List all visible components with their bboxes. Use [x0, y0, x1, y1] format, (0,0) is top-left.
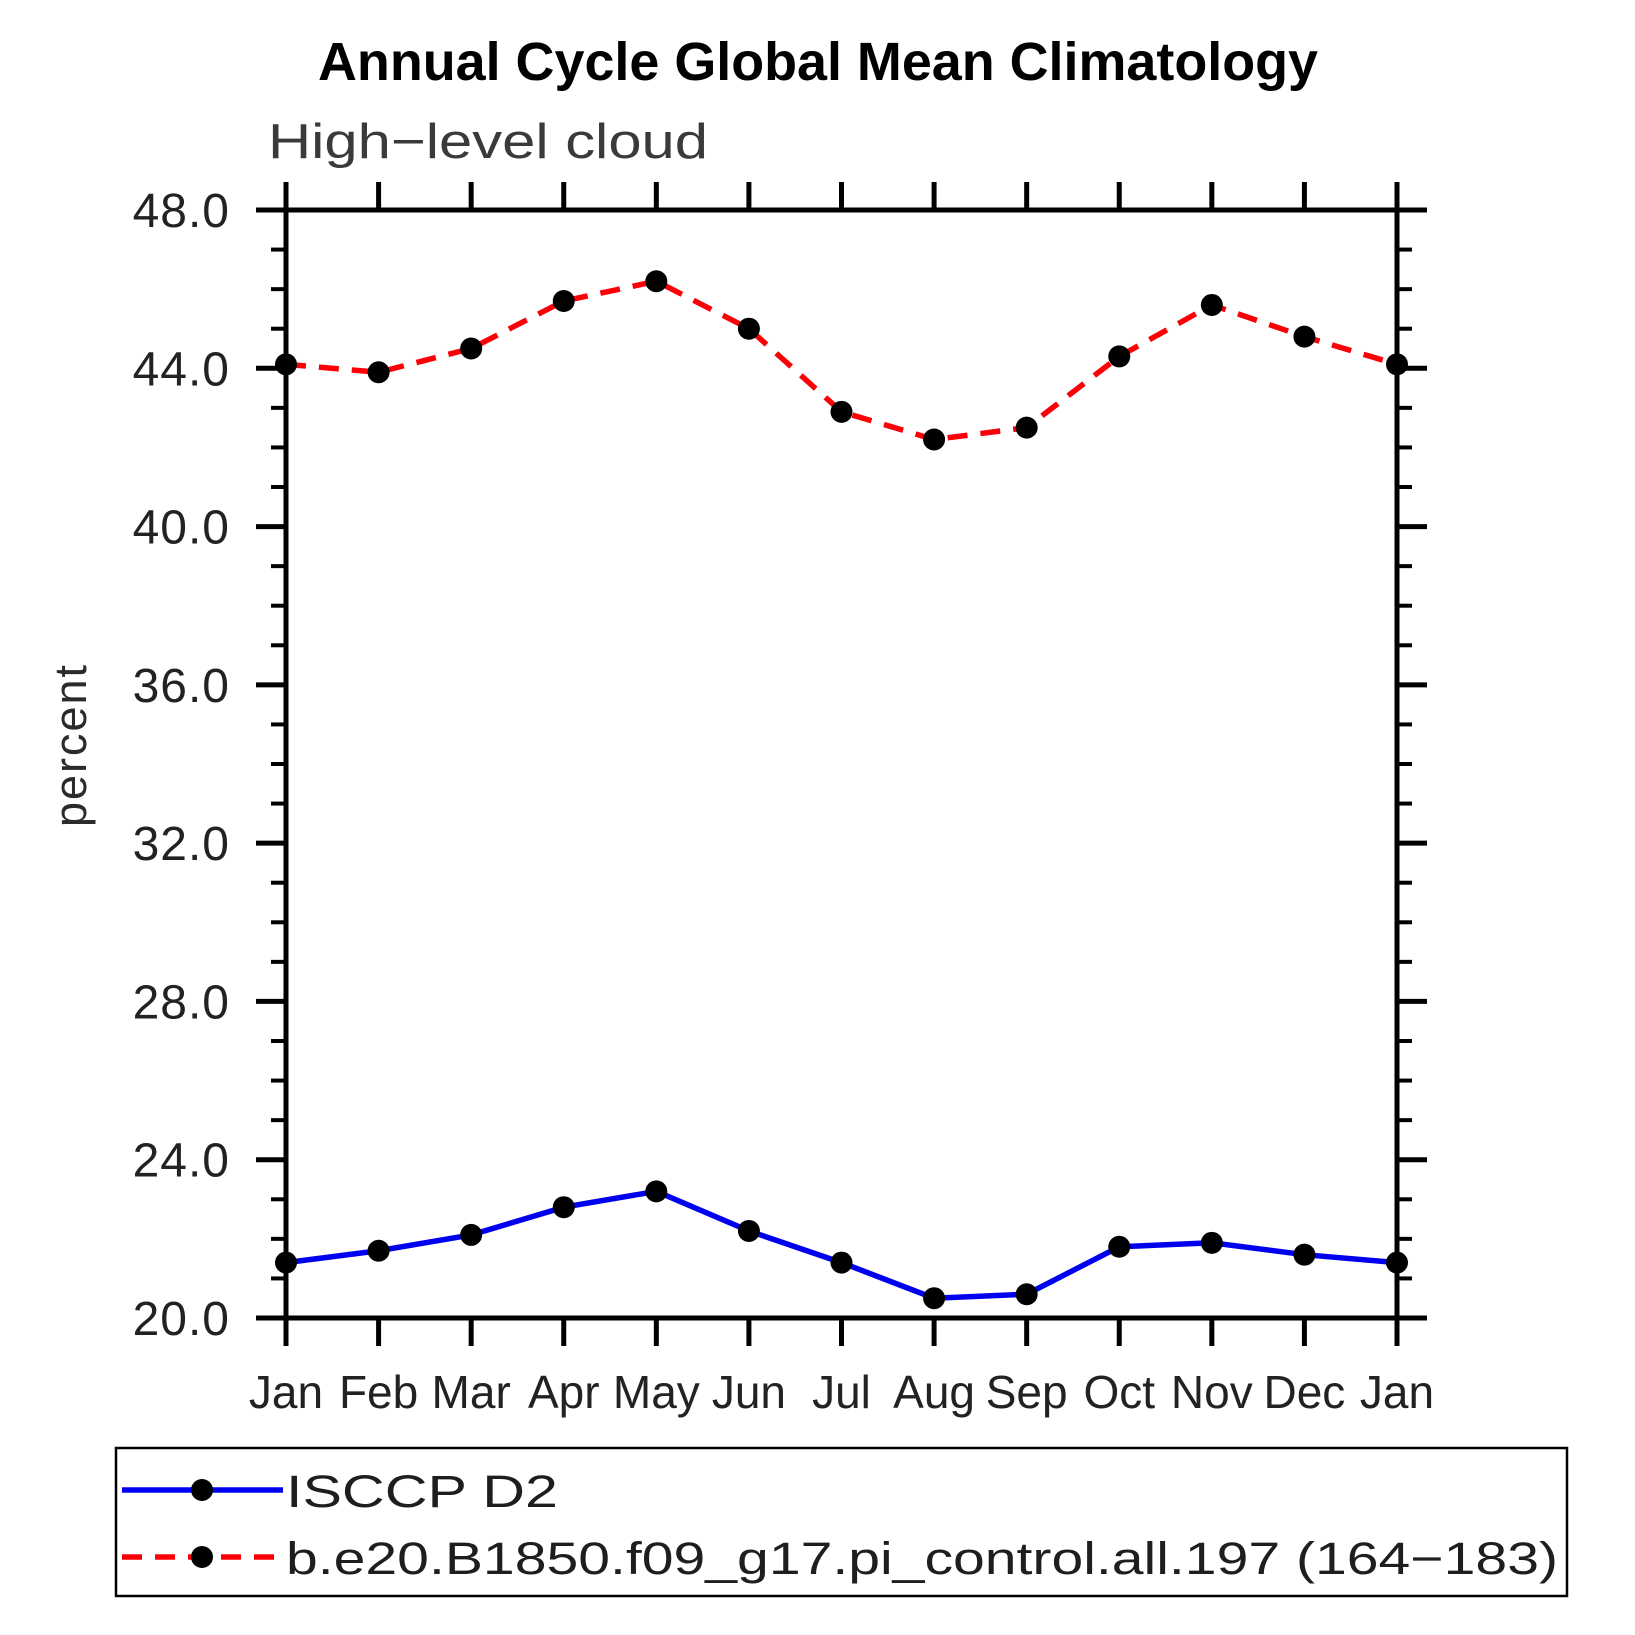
y-tick-label: 28.0 [133, 976, 230, 1029]
legend: ISCCP D2 b.e20.B1850.f09_g17.pi_control.… [114, 1446, 1569, 1598]
x-tick-label: Jan [249, 1366, 323, 1418]
data-point-marker [830, 400, 853, 423]
x-tick-label: Feb [339, 1366, 418, 1418]
data-point-marker [552, 290, 575, 313]
x-tick-label: Nov [1171, 1366, 1253, 1418]
data-point-marker [1108, 1235, 1131, 1258]
legend-label-series-1: b.e20.B1850.f09_g17.pi_control.all.197 (… [286, 1533, 1558, 1584]
series-line-0 [285, 1188, 1398, 1301]
y-tick-label: 32.0 [133, 818, 230, 871]
y-tick-label: 36.0 [133, 660, 230, 713]
chart-title: Annual Cycle Global Mean Climatology [318, 32, 1318, 92]
data-point-marker [275, 1251, 297, 1274]
data-point-marker [1386, 353, 1408, 376]
data-point-marker [923, 428, 946, 451]
x-tick-label: May [613, 1366, 700, 1418]
data-point-marker [1015, 416, 1038, 439]
x-tick-label: Dec [1264, 1366, 1346, 1418]
chart-subtitle: High−level cloud [268, 115, 708, 169]
data-point-marker [1108, 345, 1131, 368]
series-layer [275, 270, 1408, 1310]
data-point-marker [1015, 1283, 1038, 1306]
x-tick-label: Oct [1083, 1366, 1155, 1418]
legend-box [114, 1446, 1569, 1598]
data-point-marker [1200, 293, 1223, 316]
data-point-marker [275, 353, 297, 376]
axes-layer: 20.0 24.0 28.0 32.0 36.0 40.0 44.0 48.0 Jan Feb Ma… [133, 182, 1434, 1418]
data-point-marker [737, 1219, 760, 1242]
data-point-marker [645, 1180, 668, 1203]
x-tick-label: Jan [1360, 1366, 1434, 1418]
data-point-marker [1293, 325, 1316, 348]
x-tick-label: Jun [712, 1366, 786, 1418]
data-point-marker [367, 1239, 390, 1262]
legend-label-series-0: ISCCP D2 [286, 1466, 558, 1517]
data-point-marker [923, 1287, 946, 1310]
data-point-marker [552, 1196, 575, 1219]
legend-marker [191, 1546, 213, 1568]
legend-marker [191, 1479, 213, 1501]
x-tick-label: Jul [812, 1366, 871, 1418]
data-point-marker [1386, 1251, 1408, 1274]
data-point-marker [737, 317, 760, 340]
y-tick-label: 24.0 [133, 1135, 230, 1188]
y-tick-label: 48.0 [133, 185, 230, 238]
legend-samples [122, 1479, 283, 1568]
data-point-marker [1200, 1231, 1223, 1254]
data-point-marker [645, 270, 668, 293]
data-point-marker [367, 361, 390, 384]
y-tick-label: 40.0 [133, 502, 230, 555]
x-tick-label: Aug [893, 1366, 975, 1418]
plot-frame [283, 207, 1400, 1321]
data-point-marker [830, 1251, 853, 1274]
y-tick-label: 44.0 [133, 343, 230, 396]
data-point-marker [1293, 1243, 1316, 1266]
x-tick-label: Apr [528, 1366, 600, 1418]
y-axis-title: percent [45, 663, 96, 827]
y-tick-label: 20.0 [133, 1293, 230, 1346]
data-point-marker [460, 337, 483, 360]
x-tick-label: Sep [986, 1366, 1068, 1418]
data-point-marker [460, 1223, 483, 1246]
x-tick-label: Mar [432, 1366, 511, 1418]
